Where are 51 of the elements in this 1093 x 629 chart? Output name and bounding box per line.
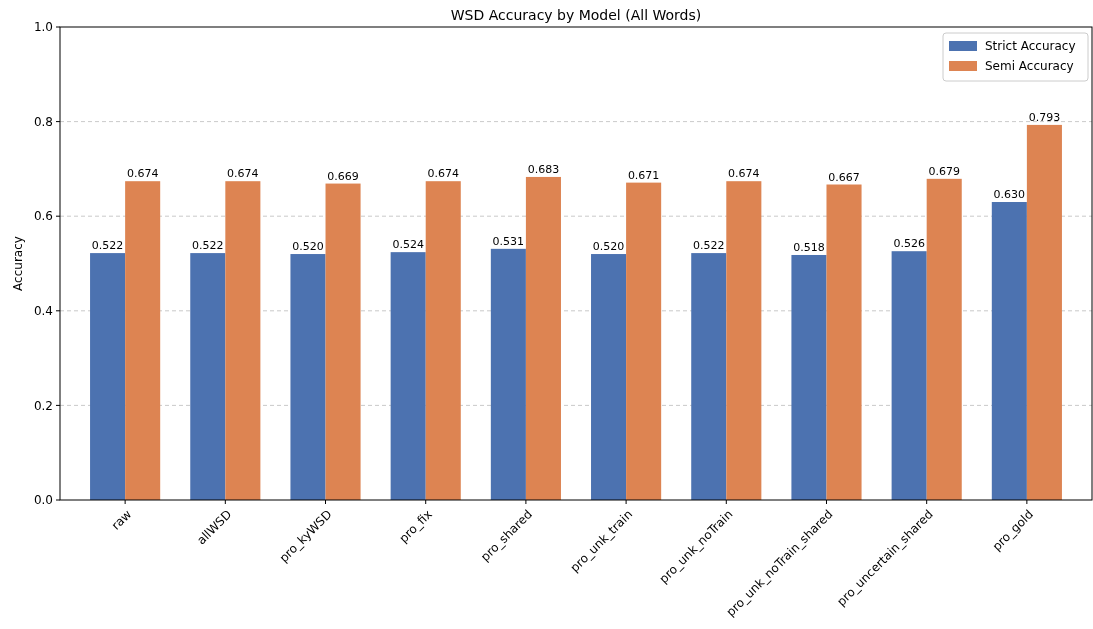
bar bbox=[626, 182, 662, 500]
bar bbox=[125, 181, 161, 500]
data-label: 0.522 bbox=[693, 239, 725, 253]
bar bbox=[891, 251, 927, 500]
data-label: 0.683 bbox=[527, 162, 560, 176]
data-label: 0.667 bbox=[828, 170, 860, 184]
data-label: 0.671 bbox=[627, 168, 660, 182]
data-label: 0.630 bbox=[993, 188, 1026, 202]
bar bbox=[826, 184, 862, 500]
data-label: 0.520 bbox=[592, 240, 625, 254]
data-label: 0.524 bbox=[392, 238, 424, 252]
data-label: 0.674 bbox=[427, 167, 459, 181]
y-axis-title: Accuracy bbox=[11, 236, 25, 291]
bar bbox=[791, 254, 827, 500]
bar bbox=[726, 181, 762, 500]
bar bbox=[691, 253, 727, 500]
y-tick-label: 0.0 bbox=[33, 493, 53, 508]
bar bbox=[390, 252, 426, 500]
data-label: 0.526 bbox=[893, 237, 925, 251]
data-label: 0.793 bbox=[1028, 110, 1061, 124]
bar bbox=[926, 178, 962, 500]
data-label: 0.679 bbox=[928, 164, 960, 178]
data-label: 0.669 bbox=[327, 169, 359, 183]
bar bbox=[90, 253, 126, 500]
data-label: 0.522 bbox=[192, 239, 224, 253]
data-label: 0.522 bbox=[91, 239, 124, 253]
bar bbox=[591, 254, 627, 500]
data-label: 0.674 bbox=[227, 167, 259, 181]
y-tick-label: 0.4 bbox=[33, 304, 53, 318]
bar bbox=[425, 181, 461, 500]
bar bbox=[325, 183, 361, 500]
chart-title: WSD Accuracy by Model (All Words) bbox=[450, 7, 702, 23]
bar bbox=[991, 202, 1027, 500]
bar bbox=[190, 253, 226, 500]
data-label: 0.531 bbox=[492, 234, 525, 248]
bar bbox=[490, 248, 526, 500]
legend-label: Strict Accuracy bbox=[985, 39, 1076, 54]
bar bbox=[525, 176, 561, 500]
legend-label: Semi Accuracy bbox=[985, 59, 1074, 74]
y-tick-label: 0.2 bbox=[33, 398, 53, 413]
data-label: 0.520 bbox=[292, 240, 324, 254]
y-tick-label: 0.8 bbox=[33, 114, 53, 129]
bar bbox=[1026, 124, 1062, 500]
data-label: 0.674 bbox=[728, 167, 760, 181]
y-tick-label: 0.6 bbox=[33, 209, 53, 224]
data-label: 0.674 bbox=[126, 167, 159, 181]
y-tick-label: 1.0 bbox=[33, 20, 53, 35]
bar bbox=[225, 181, 261, 500]
bar bbox=[290, 254, 326, 500]
x-tick-label: raw bbox=[108, 507, 135, 533]
data-label: 0.518 bbox=[793, 240, 825, 254]
